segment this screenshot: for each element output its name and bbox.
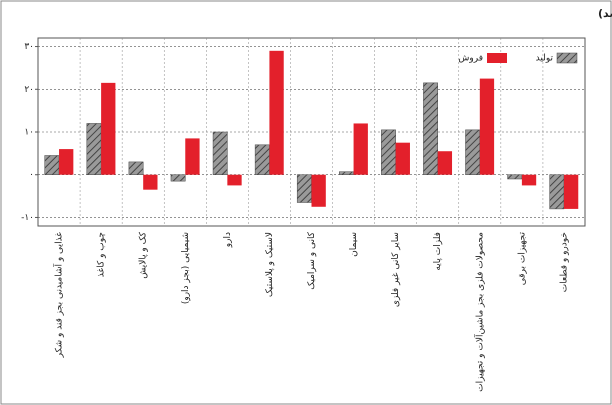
bar <box>381 129 396 175</box>
bar <box>59 149 74 175</box>
bar <box>423 82 438 175</box>
bar <box>311 174 326 207</box>
bar <box>227 174 242 186</box>
y-tick-label: ۰ <box>29 170 34 180</box>
legend-swatch <box>487 53 507 63</box>
bar <box>479 78 495 175</box>
x-tick-label: لاستیک و پلاستیک <box>265 232 275 297</box>
bar <box>549 174 565 210</box>
bar <box>185 138 200 175</box>
bar <box>507 174 523 180</box>
legend-label: فروش <box>458 54 483 64</box>
bar <box>521 174 537 186</box>
bar <box>212 131 228 175</box>
bar <box>44 155 60 175</box>
x-tick-label: تجهیزات برقی <box>517 232 527 286</box>
legend-label: تولید <box>536 54 554 64</box>
y-tick-label: ۳۰ <box>24 42 34 52</box>
x-tick-label: غذایی و آشامیدنی بجز قند و شکر <box>53 232 65 359</box>
bar <box>143 174 158 190</box>
x-tick-label: محصولات فلزی بجز ماشین‌آلات و تجهیزات <box>473 232 485 392</box>
x-tick-label: سایر کانی غیر فلزی <box>391 232 401 307</box>
y-tick-label: -۱۰ <box>21 213 34 223</box>
x-tick-label: شیمیایی (بجز دارو) <box>181 232 191 304</box>
x-tick-label: کانی و سرامیک <box>307 231 317 289</box>
y-tick-label: ۲۰ <box>24 85 34 95</box>
bar <box>128 161 144 175</box>
bar <box>465 129 481 175</box>
chart-title: نمودار ۵. رشد شاخص‌های تولید و فروش رشته… <box>598 7 612 20</box>
x-tick-label: چوب و کاغذ <box>97 232 107 277</box>
bar <box>269 50 284 175</box>
bar <box>296 174 312 203</box>
bar <box>395 142 410 175</box>
bar <box>563 174 579 209</box>
x-tick-label: سیمان <box>349 232 359 257</box>
legend-swatch <box>556 52 578 64</box>
bar <box>254 144 270 175</box>
bar <box>86 123 102 175</box>
bar <box>170 174 186 182</box>
y-tick-label: ۱۰ <box>24 128 34 138</box>
x-tick-label: خودرو و قطعات <box>559 232 569 292</box>
bar <box>101 82 116 175</box>
bar <box>339 171 354 175</box>
bar <box>437 151 453 175</box>
bar <box>353 123 368 175</box>
x-tick-label: دارو <box>223 232 233 248</box>
x-tick-label: فلزات پایه <box>433 232 443 271</box>
x-tick-label: کک و پالایش <box>139 231 149 278</box>
